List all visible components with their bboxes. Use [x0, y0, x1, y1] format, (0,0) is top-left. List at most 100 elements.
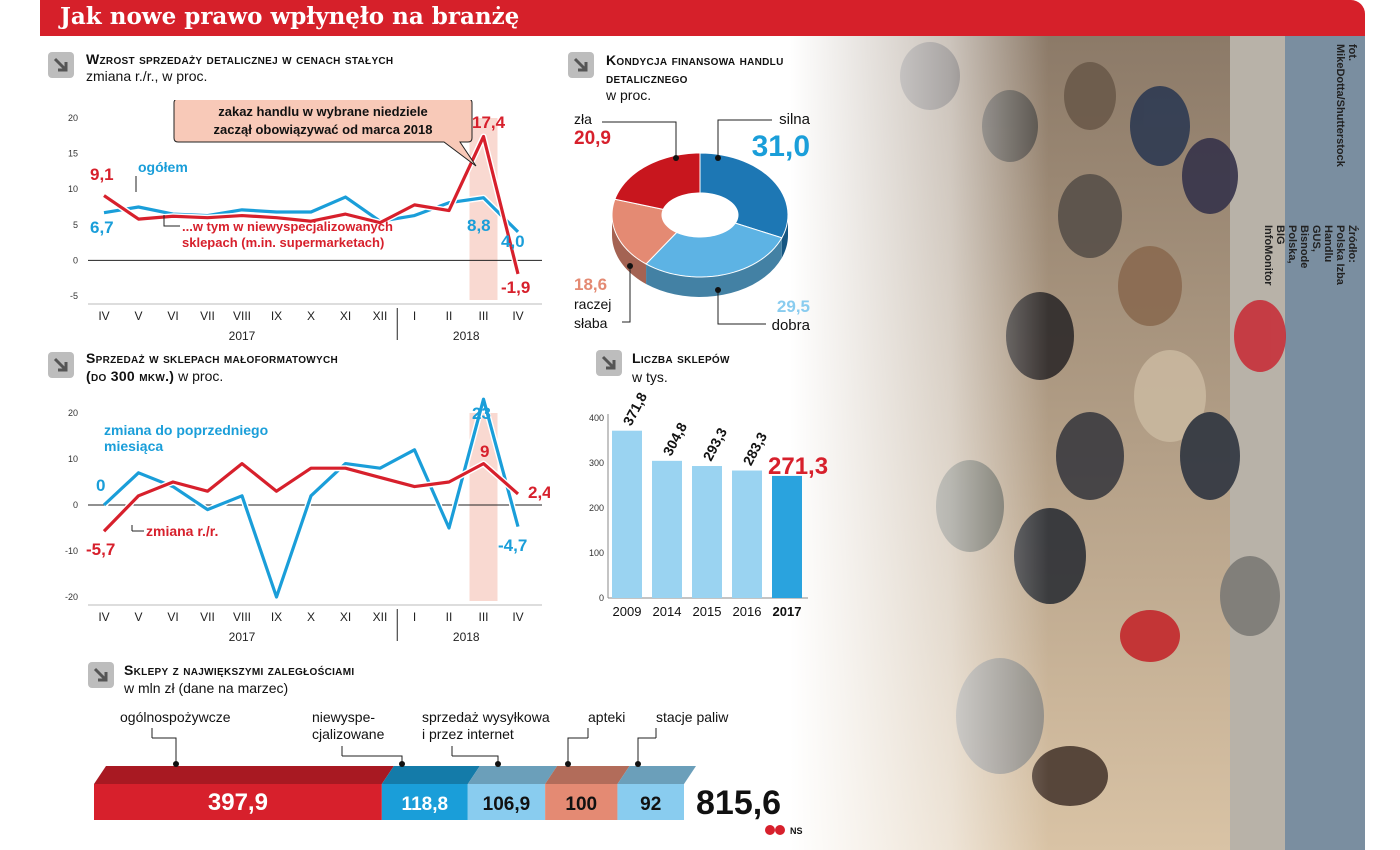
- segment-label: apteki: [588, 709, 625, 725]
- legend-label: zmiana do poprzedniego: [104, 422, 268, 438]
- series-line: [103, 134, 520, 275]
- segment-value: 118,8: [402, 794, 449, 815]
- leader-line: [152, 737, 177, 764]
- leader-dot: [715, 287, 721, 293]
- year-label: 2018: [453, 329, 480, 343]
- x-tick-label: XI: [340, 309, 351, 323]
- small-stores-title-2: (do 300 mkw.): [86, 368, 175, 384]
- brand-logo: [765, 825, 775, 835]
- slice-label: raczej: [574, 296, 611, 312]
- brand-label: NS: [790, 826, 803, 836]
- series-line: [102, 461, 520, 533]
- y-tick-label: 20: [68, 408, 78, 418]
- donut-side: [781, 215, 788, 258]
- leader-dot: [715, 155, 721, 161]
- data-label: 9: [480, 442, 489, 461]
- y-tick-label: -5: [70, 291, 78, 301]
- leader-dot: [399, 761, 405, 767]
- small-stores-subtitle: w proc.: [178, 368, 224, 384]
- slice-label: zła: [574, 111, 592, 127]
- bar-segment-top: [381, 766, 480, 784]
- slice-label: dobra: [772, 317, 811, 334]
- bar-segment: [545, 784, 618, 820]
- segment-value: 92: [640, 794, 661, 815]
- data-label: 17,4: [472, 113, 506, 132]
- bar-value-label: 271,3: [768, 453, 828, 480]
- leader-dot: [173, 761, 179, 767]
- bar: [612, 430, 642, 598]
- x-tick-label: XII: [373, 610, 388, 624]
- series-line: [102, 397, 520, 599]
- bar-segment-top: [94, 766, 394, 784]
- y-tick-label: 5: [73, 220, 78, 230]
- leader-line: [717, 119, 772, 158]
- financial-condition-title: Kondycja finansowa handlu detalicznego: [606, 52, 784, 86]
- y-tick-label: 100: [589, 548, 604, 558]
- data-label: 4,0: [501, 232, 525, 251]
- annotation-text: zaczął obowiązywać od marca 2018: [214, 122, 433, 137]
- page-title: Jak nowe prawo wpłynęło na branżę: [60, 3, 520, 30]
- series-line-halo: [102, 133, 521, 275]
- section-arrow-icon: [596, 350, 622, 376]
- y-tick-label: -20: [65, 592, 78, 602]
- x-tick-label: IX: [271, 610, 282, 624]
- annotation-callout: [173, 100, 477, 167]
- year-label: 2017: [229, 329, 256, 343]
- x-tick-label: XII: [373, 309, 388, 323]
- brand-logo: [775, 825, 785, 835]
- x-tick-label: X: [307, 610, 315, 624]
- x-tick-label: IV: [512, 610, 523, 624]
- legend-label: sklepach (m.in. supermarketach): [182, 235, 384, 250]
- segment-label: cjalizowane: [312, 726, 385, 742]
- y-tick-label: 400: [589, 413, 604, 423]
- section-arrow-icon: [48, 352, 74, 378]
- store-count-title: Liczba sklepów: [632, 350, 730, 366]
- x-tick-label: 2017: [773, 604, 802, 619]
- leader-dot: [635, 761, 641, 767]
- x-tick-label: VIII: [233, 309, 251, 323]
- year-label: 2017: [229, 630, 256, 644]
- segment-label: sprzedaż wysyłkowa: [422, 709, 550, 725]
- bar: [692, 466, 722, 598]
- x-tick-label: 2016: [733, 604, 762, 619]
- bar: [732, 470, 762, 598]
- x-tick-label: IV: [512, 309, 523, 323]
- segment-value: 106,9: [483, 794, 531, 815]
- x-tick-label: 2009: [613, 604, 642, 619]
- leader-line: [637, 737, 656, 764]
- leader-line: [602, 121, 677, 158]
- annotation-text: zakaz handlu w wybrane niedziele: [218, 104, 428, 119]
- y-tick-label: 0: [73, 500, 78, 510]
- y-tick-label: 200: [589, 503, 604, 513]
- slice-value: 31,0: [752, 130, 810, 163]
- x-tick-label: I: [413, 309, 416, 323]
- donut-side: [646, 237, 782, 297]
- legend-label: zmiana r./r.: [146, 523, 218, 539]
- x-tick-label: VII: [200, 309, 215, 323]
- y-tick-label: 20: [68, 113, 78, 123]
- x-tick-label: V: [134, 309, 142, 323]
- donut-slice: [614, 152, 701, 210]
- bar-segment-top: [467, 766, 558, 784]
- bar: [652, 460, 682, 598]
- leader-line: [342, 755, 403, 764]
- leader-dot: [673, 155, 679, 161]
- slice-value: 20,9: [574, 128, 611, 149]
- leader-line: [452, 755, 499, 764]
- x-tick-label: III: [478, 610, 488, 624]
- bar-segment: [617, 784, 684, 820]
- section-arrow-icon: [568, 52, 594, 78]
- data-label: 9,1: [90, 165, 114, 184]
- bar-value-label: 371,8: [620, 389, 651, 428]
- data-label: 23: [472, 404, 491, 423]
- slice-value: 18,6: [574, 275, 607, 294]
- leader-line: [163, 215, 180, 227]
- header-banner: Jak nowe prawo wpłynęło na branżę: [40, 0, 1365, 36]
- store-count-subtitle: w tys.: [632, 369, 668, 385]
- y-tick-label: 10: [68, 454, 78, 464]
- retail-growth-title: Wzrost sprzedaży detalicznej w cenach st…: [86, 51, 394, 67]
- x-tick-label: 2015: [693, 604, 722, 619]
